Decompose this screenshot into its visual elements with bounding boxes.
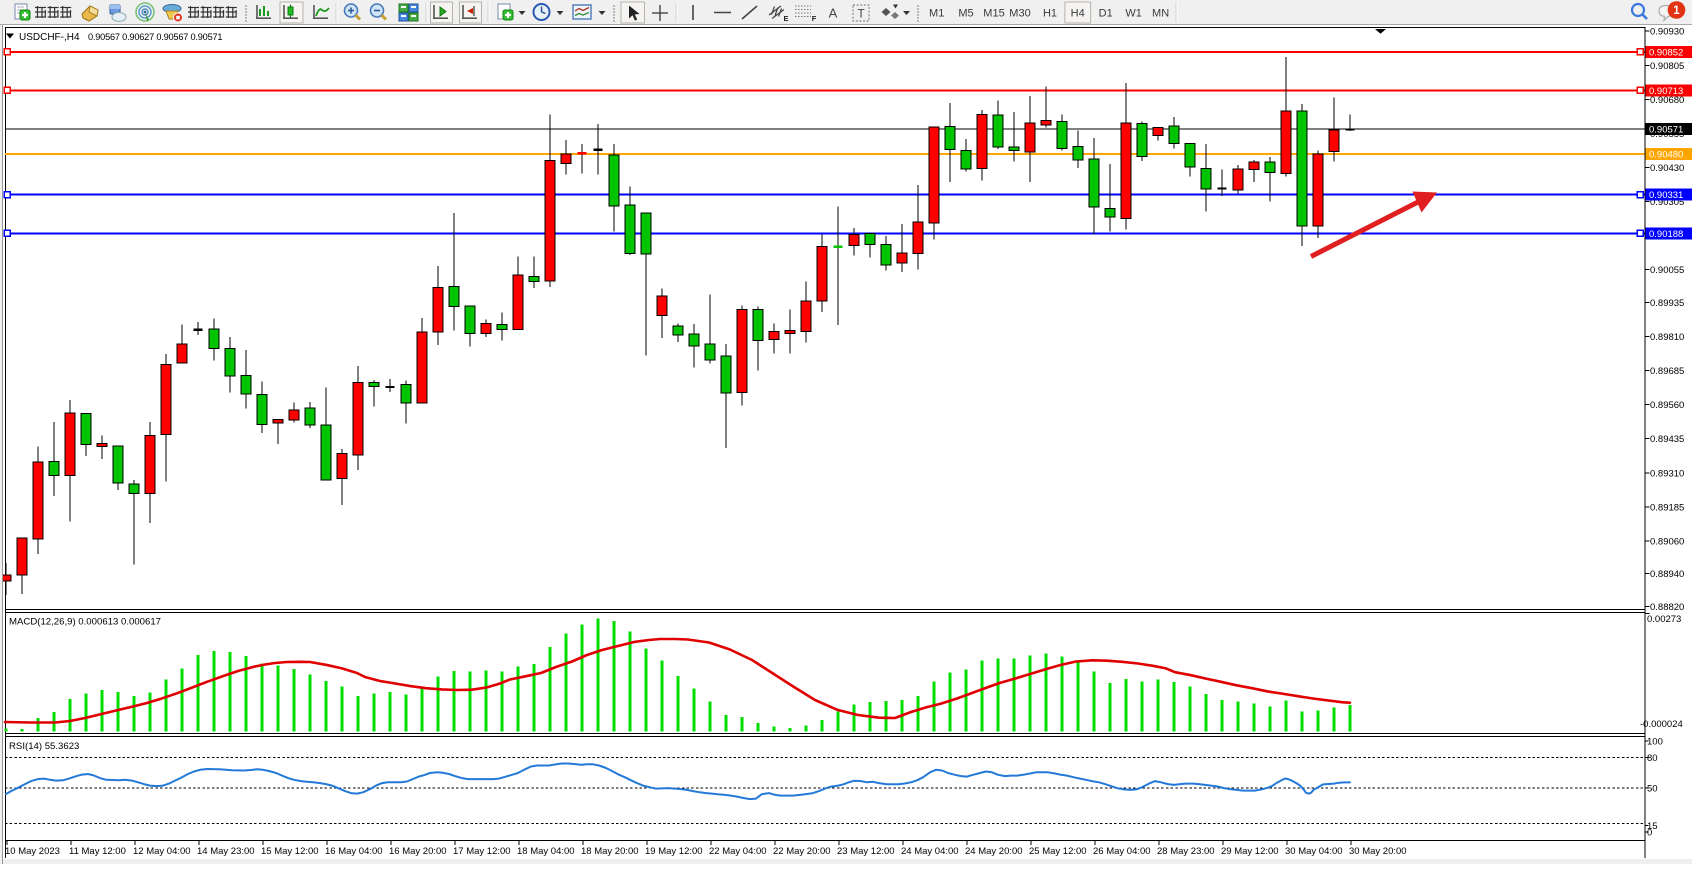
svg-text:0.90805: 0.90805 [1650,61,1684,72]
svg-text:W1: W1 [1125,8,1142,20]
svg-text:M1: M1 [929,8,944,20]
svg-text:11 May 12:00: 11 May 12:00 [69,846,126,857]
svg-text:80: 80 [1647,753,1658,764]
svg-text:0.89060: 0.89060 [1650,536,1684,547]
svg-text:H4: H4 [1071,8,1085,20]
svg-text:0.89435: 0.89435 [1650,434,1684,445]
svg-text:1: 1 [1673,5,1680,17]
svg-text:18 May 04:00: 18 May 04:00 [517,846,575,857]
svg-text:14 May 23:00: 14 May 23:00 [197,846,255,857]
svg-text:0.90430: 0.90430 [1650,163,1684,174]
svg-text:0.90852: 0.90852 [1649,47,1683,58]
svg-text:A: A [829,6,838,21]
svg-text:MACD(12,26,9) 0.000613 0.00061: MACD(12,26,9) 0.000613 0.000617 [9,617,161,628]
svg-text:0.90713: 0.90713 [1649,86,1683,97]
svg-text:0.90055: 0.90055 [1650,265,1684,276]
svg-text:24 May 04:00: 24 May 04:00 [901,846,959,857]
svg-text:100: 100 [1647,736,1663,747]
svg-text:16 May 04:00: 16 May 04:00 [325,846,383,857]
svg-text:25 May 12:00: 25 May 12:00 [1029,846,1087,857]
svg-text:0.90567 0.90627 0.90567 0.9057: 0.90567 0.90627 0.90567 0.90571 [88,32,222,42]
svg-text:28 May 23:00: 28 May 23:00 [1157,846,1215,857]
svg-text:23 May 12:00: 23 May 12:00 [837,846,895,857]
svg-text:16 May 20:00: 16 May 20:00 [389,846,447,857]
svg-text:0.89560: 0.89560 [1650,400,1684,411]
svg-text:24 May 20:00: 24 May 20:00 [965,846,1023,857]
svg-text:10 May 2023: 10 May 2023 [5,846,60,857]
svg-text:-0.000024: -0.000024 [1640,719,1683,730]
svg-text:0.88940: 0.88940 [1650,569,1684,580]
svg-text:0.90571: 0.90571 [1649,125,1683,136]
svg-text:18 May 20:00: 18 May 20:00 [581,846,639,857]
svg-text:F: F [812,14,817,23]
svg-text:M5: M5 [958,8,973,20]
svg-text:0.90930: 0.90930 [1650,27,1684,38]
svg-text:0.90188: 0.90188 [1649,229,1683,240]
svg-text:E: E [783,14,788,23]
svg-text:15 May 12:00: 15 May 12:00 [261,846,319,857]
svg-text:22 May 04:00: 22 May 04:00 [709,846,767,857]
svg-text:0.90480: 0.90480 [1649,149,1683,160]
svg-text:MN: MN [1152,8,1169,20]
svg-text:D1: D1 [1099,8,1113,20]
svg-text:0: 0 [1647,827,1652,838]
svg-text:0.89810: 0.89810 [1650,332,1684,343]
svg-text:29 May 12:00: 29 May 12:00 [1221,846,1279,857]
svg-text:0.88820: 0.88820 [1650,602,1684,613]
svg-text:T: T [857,7,865,21]
svg-text:0.89935: 0.89935 [1650,298,1684,309]
svg-text:30 May 04:00: 30 May 04:00 [1285,846,1343,857]
svg-text:26 May 04:00: 26 May 04:00 [1093,846,1151,857]
svg-text:17 May 12:00: 17 May 12:00 [453,846,511,857]
svg-text:0.90331: 0.90331 [1649,190,1683,201]
svg-text:H1: H1 [1043,8,1057,20]
svg-text:22 May 20:00: 22 May 20:00 [773,846,831,857]
svg-text:RSI(14) 55.3623: RSI(14) 55.3623 [9,741,79,752]
svg-text:0.89310: 0.89310 [1650,468,1684,479]
svg-text:USDCHF-,H4: USDCHF-,H4 [19,32,80,43]
svg-text:0.00273: 0.00273 [1647,614,1681,625]
svg-text:0.89685: 0.89685 [1650,366,1684,377]
svg-text:12 May 04:00: 12 May 04:00 [133,846,191,857]
svg-text:0.89185: 0.89185 [1650,502,1684,513]
svg-text:M15: M15 [983,8,1004,20]
svg-text:M30: M30 [1009,8,1030,20]
svg-text:50: 50 [1647,784,1658,795]
svg-text:30 May 20:00: 30 May 20:00 [1349,846,1407,857]
svg-text:19 May 12:00: 19 May 12:00 [645,846,703,857]
